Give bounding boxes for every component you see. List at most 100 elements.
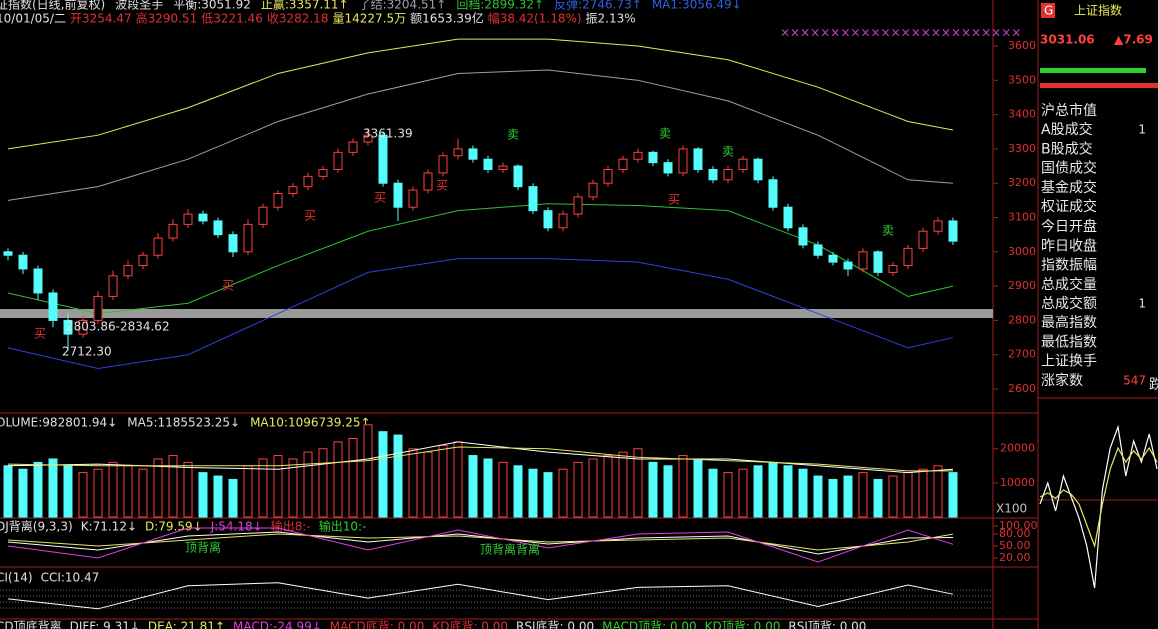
candle-body xyxy=(393,182,403,208)
volume-bar xyxy=(918,468,928,518)
candle-body xyxy=(438,155,448,174)
volume-bar xyxy=(3,465,13,518)
candle-body xyxy=(753,158,763,181)
candle-body xyxy=(873,251,883,273)
candle-body xyxy=(198,213,208,222)
volume-bar xyxy=(843,475,853,518)
volume-bar xyxy=(18,468,28,518)
volume-bar xyxy=(303,451,313,518)
volume-bar xyxy=(153,458,163,518)
candle-body xyxy=(213,220,223,236)
y-tick-label: 2600 xyxy=(1008,382,1036,395)
candle-body xyxy=(183,213,193,225)
y-tick-label: 2700 xyxy=(1008,348,1036,361)
volume-bar xyxy=(48,458,58,518)
volume-bar xyxy=(273,455,283,518)
header-item: 回档:2899.32↑ xyxy=(456,0,544,12)
volume-bar xyxy=(438,444,448,518)
header-item: 10/01/05/二 xyxy=(0,12,66,26)
candle-body xyxy=(228,234,238,253)
volume-bar xyxy=(903,472,913,518)
signal: 买 xyxy=(436,179,448,193)
volume-bar xyxy=(933,465,943,518)
header-item: CCI:10.47 xyxy=(41,571,100,585)
candle-body xyxy=(78,319,88,335)
info-label: 昨日收盘 xyxy=(1041,237,1097,254)
volume-bar xyxy=(528,468,538,518)
volume-bar xyxy=(723,472,733,518)
info-label: 涨家数 xyxy=(1041,372,1083,389)
volume-bar xyxy=(888,475,898,518)
signal: 买 xyxy=(374,191,386,205)
volume-bar xyxy=(618,451,628,518)
candle-body xyxy=(573,196,583,215)
candle-body xyxy=(723,168,733,181)
candle-body xyxy=(33,268,43,294)
candle-body xyxy=(588,182,598,198)
volume-bar xyxy=(63,465,73,518)
candle-body xyxy=(648,151,658,164)
y-tick-label: 3100 xyxy=(1008,211,1036,224)
axis-unit: X100 xyxy=(996,502,1027,516)
header-item: DEA: 21.81↑ xyxy=(148,620,225,629)
y-tick-label: 10000 xyxy=(1000,476,1035,489)
volume-bar xyxy=(378,431,388,518)
header-item: MACD底背: 0.00 xyxy=(330,619,425,629)
header-item: KD底背: 0.00 xyxy=(432,619,508,629)
info-label: A股成交 xyxy=(1041,121,1093,138)
candle-body xyxy=(273,193,283,208)
volume-bar xyxy=(813,475,823,518)
volume-bar xyxy=(78,472,88,518)
candle-body xyxy=(243,223,253,253)
volume-bar xyxy=(408,448,418,518)
volume-bar xyxy=(33,461,43,518)
y-tick-label: 20.00 xyxy=(999,551,1031,564)
volume-bar xyxy=(588,458,598,518)
candle-body xyxy=(768,179,778,208)
header-item: 幅38.42(1.18%) xyxy=(488,11,582,26)
volume-bar xyxy=(318,448,328,518)
badge-box xyxy=(1041,3,1055,18)
candle-body xyxy=(153,237,163,256)
band-line xyxy=(7,69,954,201)
candle-body xyxy=(663,162,673,174)
header-item: 输出8:- xyxy=(271,519,311,534)
candle-body xyxy=(828,254,838,263)
y-tick-label: 3400 xyxy=(1008,108,1036,121)
candle-body xyxy=(168,223,178,239)
header-item: 输出10:- xyxy=(319,519,367,534)
header-item: K:71.12↓ xyxy=(81,520,137,534)
volume-bar xyxy=(138,468,148,518)
volume-bar xyxy=(603,455,613,518)
y-tick-label: 50.00 xyxy=(999,539,1031,552)
volume-bar xyxy=(663,465,673,518)
candle-body xyxy=(63,319,73,335)
info-label: 总成交量 xyxy=(1041,276,1097,293)
volume-bar xyxy=(798,468,808,518)
candle-body xyxy=(123,265,133,277)
volume-bar xyxy=(453,441,463,518)
volume-bar xyxy=(483,458,493,518)
volume-bar xyxy=(168,455,178,518)
candle-body xyxy=(618,158,628,170)
volume-bar xyxy=(123,465,133,518)
candle-body xyxy=(633,151,643,160)
candle-body xyxy=(18,254,28,270)
info-label: 指数振幅 xyxy=(1041,258,1097,274)
info-label: 最高指数 xyxy=(1041,314,1097,331)
header-item: MA1:3056.49↓ xyxy=(652,0,742,12)
y-tick-label: 3600 xyxy=(1008,39,1036,52)
signal: 卖 xyxy=(507,128,519,142)
volume-bar xyxy=(513,465,523,518)
header-item: J:54.18↓ xyxy=(210,520,263,534)
header-item: MA10:1096739.25↑ xyxy=(250,416,370,430)
header-item: 额1653.39亿 xyxy=(410,11,484,26)
candle-body xyxy=(783,206,793,229)
candle-body xyxy=(708,168,718,181)
volume-bar xyxy=(348,437,358,518)
header-item: DIFF: 9.31↓ xyxy=(70,620,140,629)
candle-body xyxy=(48,292,58,321)
volume-bar xyxy=(228,478,238,518)
info-label: 跌 xyxy=(1149,377,1158,393)
